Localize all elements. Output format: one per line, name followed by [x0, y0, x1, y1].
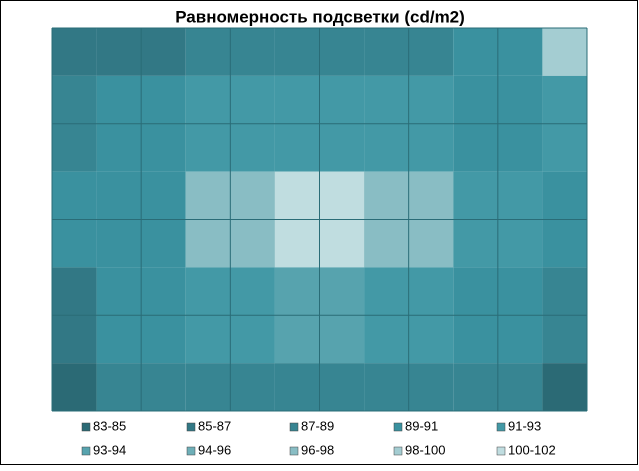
legend-swatch: [81, 422, 91, 432]
legend-label: 91-93: [508, 418, 541, 433]
contour-cell: [52, 28, 97, 76]
legend-swatch: [393, 422, 403, 432]
legend: 83-85 85-87 87-89 89-91 91-93 93-94 94-96 96-98…: [81, 418, 556, 457]
legend-swatch: [81, 446, 91, 456]
plot-area: [51, 27, 588, 412]
legend-label: 100-102: [508, 442, 556, 457]
contour-cell: [542, 363, 587, 411]
legend-swatch: [393, 446, 403, 456]
legend-swatch: [496, 422, 506, 432]
legend-label: 85-87: [198, 418, 231, 433]
legend-label: 87-89: [301, 418, 334, 433]
legend-swatch: [289, 422, 299, 432]
legend-swatch: [186, 422, 196, 432]
legend-label: 89-91: [405, 418, 438, 433]
chart-title: Равномерность подсветки (cd/m2): [175, 7, 465, 26]
contour-cell: [52, 363, 97, 411]
legend-label: 93-94: [93, 442, 126, 457]
legend-swatch: [496, 446, 506, 456]
legend-label: 83-85: [93, 418, 126, 433]
legend-label: 96-98: [301, 442, 334, 457]
legend-swatch: [186, 446, 196, 456]
legend-label: 98-100: [405, 442, 445, 457]
legend-label: 94-96: [198, 442, 231, 457]
legend-swatch: [289, 446, 299, 456]
contour-cell: [542, 28, 587, 76]
